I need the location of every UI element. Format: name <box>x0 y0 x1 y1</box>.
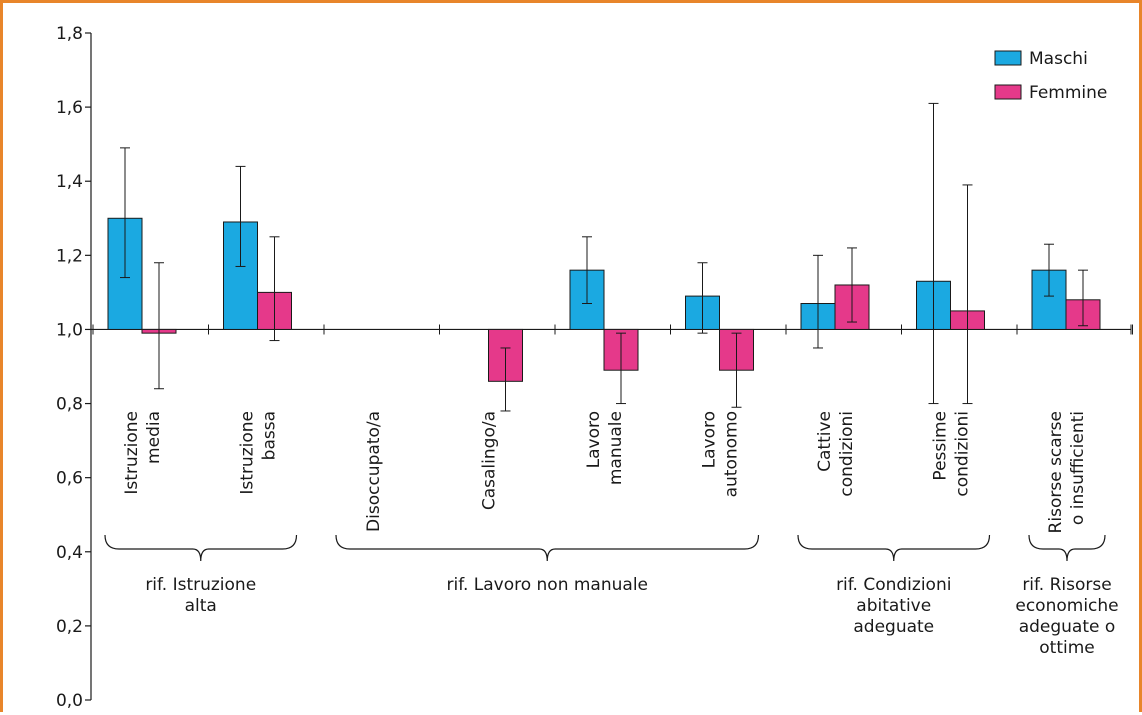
legend-label-femmine: Femmine <box>1029 83 1107 103</box>
legend-swatch-maschi <box>994 50 1022 66</box>
category-label: autonomo <box>722 411 742 497</box>
y-tick-label: 0,2 <box>56 617 83 637</box>
category-label: Casalingo/a <box>480 411 500 510</box>
category-label: manuale <box>606 411 626 485</box>
group-label: ottime <box>1039 638 1094 658</box>
group-brace <box>1028 534 1106 562</box>
category-label: Cattive <box>815 411 835 472</box>
category-label: Istruzione <box>238 411 258 495</box>
category-label: Pessime <box>931 411 951 481</box>
group-label: rif. Lavoro non manuale <box>446 575 648 595</box>
category-label: o insufficienti <box>1068 411 1088 525</box>
y-tick-label: 1,2 <box>56 246 83 266</box>
group-label: economiche <box>1015 596 1118 616</box>
group-brace <box>797 534 991 562</box>
group-label: adeguate <box>853 617 934 637</box>
group-brace <box>335 534 760 562</box>
category-label: Risorse scarse <box>1046 411 1066 533</box>
y-tick-label: 0,0 <box>56 691 83 711</box>
group-label: alta <box>185 596 217 616</box>
legend-swatch-femmine <box>994 84 1022 100</box>
y-tick-label: 1,4 <box>56 172 83 192</box>
category-label: Lavoro <box>584 411 604 468</box>
category-label: condizioni <box>837 411 857 497</box>
y-tick-label: 0,4 <box>56 543 83 563</box>
legend-label-maschi: Maschi <box>1029 49 1088 69</box>
y-tick-label: 0,8 <box>56 395 83 415</box>
group-label: abitative <box>856 596 931 616</box>
category-label: condizioni <box>953 411 973 497</box>
bar-chart: 0,0 0,2 0,4 0,6 0,8 1,0 1,2 1,4 1,6 1,8 Istruzione… <box>56 24 1133 711</box>
group-label: rif. Risorse <box>1022 575 1111 595</box>
category-label: Istruzione <box>122 411 142 495</box>
category-label: Disoccupato/a <box>364 411 384 532</box>
group-label: rif. Condizioni <box>836 575 951 595</box>
y-tick-label: 0,6 <box>56 469 83 489</box>
group-brace <box>104 534 298 562</box>
category-label: bassa <box>260 411 280 460</box>
y-tick-label: 1,0 <box>56 320 83 340</box>
category-label: Lavoro <box>700 411 720 468</box>
y-tick-label: 1,6 <box>56 98 83 118</box>
category-label: media <box>144 411 164 464</box>
group-label: adeguate o <box>1019 617 1116 637</box>
group-label: rif. Istruzione <box>145 575 256 595</box>
y-tick-label: 1,8 <box>56 24 83 44</box>
